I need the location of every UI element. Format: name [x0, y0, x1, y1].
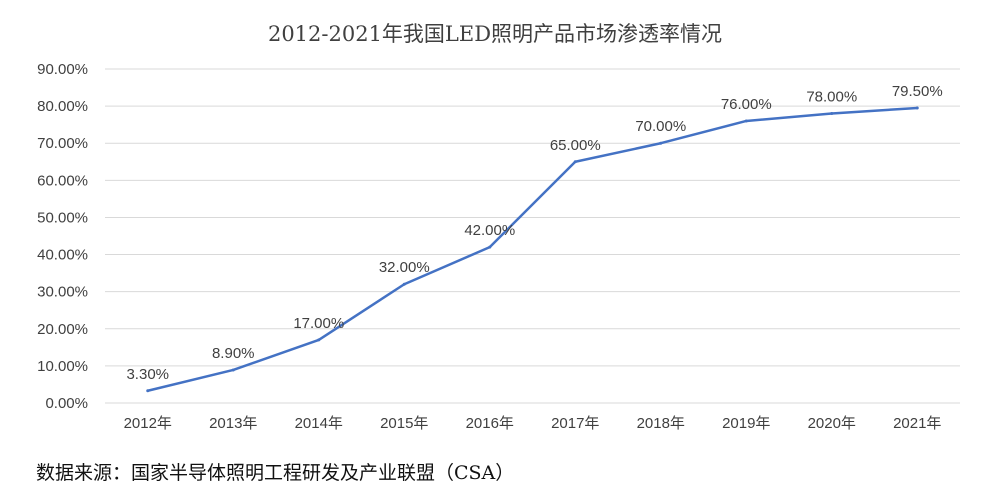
data-point [231, 368, 235, 372]
data-point [830, 112, 834, 116]
data-label: 78.00% [806, 89, 857, 106]
y-tick-label: 30.00% [37, 284, 88, 301]
x-tick-label: 2017年 [551, 415, 599, 432]
data-label: 32.00% [379, 259, 430, 276]
y-axis-tick-labels: 0.00% 10.00% 20.00% 30.00% 40.00% 50.00% 60.00… [37, 61, 88, 412]
line-chart: 2012-2021年我国LED照明产品市场渗透率情况 0.00% 10.00% 20… [37, 22, 960, 432]
data-label: 42.00% [464, 222, 515, 239]
y-tick-label: 60.00% [37, 172, 88, 189]
data-point [573, 160, 577, 164]
data-label: 8.90% [212, 345, 255, 362]
x-tick-label: 2013年 [209, 415, 257, 432]
y-tick-label: 90.00% [37, 61, 88, 78]
y-tick-label: 80.00% [37, 98, 88, 115]
x-tick-label: 2019年 [722, 415, 770, 432]
data-point [146, 389, 150, 393]
data-point [659, 141, 663, 145]
x-tick-label: 2020年 [808, 415, 856, 432]
chart-area: 2012-2021年我国LED照明产品市场渗透率情况 0.00% 10.00% 20… [37, 22, 960, 432]
data-point [744, 119, 748, 123]
data-point [488, 245, 492, 249]
data-label: 3.30% [126, 366, 169, 383]
data-label: 79.50% [892, 83, 943, 100]
y-tick-label: 70.00% [37, 135, 88, 152]
data-labels: 3.30% 8.90% 17.00% 32.00% 42.00% 65.00% 70.00%… [126, 83, 942, 383]
data-label: 76.00% [721, 96, 772, 113]
source-note: 数据来源：国家半导体照明工程研发及产业联盟（CSA） [36, 462, 515, 484]
x-tick-label: 2018年 [637, 415, 685, 432]
series-layer [146, 106, 919, 393]
x-tick-label: 2014年 [295, 415, 343, 432]
y-tick-label: 40.00% [37, 247, 88, 264]
x-tick-label: 2012年 [124, 415, 172, 432]
chart-title: 2012-2021年我国LED照明产品市场渗透率情况 [268, 22, 722, 46]
data-label: 17.00% [293, 315, 344, 332]
data-label: 65.00% [550, 137, 601, 154]
data-label: 70.00% [635, 118, 686, 135]
y-tick-label: 20.00% [37, 321, 88, 338]
x-axis-tick-labels: 2012年 2013年 2014年 2015年 2016年 2017年 2018年 2019年… [124, 415, 942, 432]
y-tick-label: 50.00% [37, 209, 88, 226]
x-tick-label: 2015年 [380, 415, 428, 432]
x-tick-label: 2021年 [893, 415, 941, 432]
data-point [317, 338, 321, 342]
y-tick-label: 0.00% [45, 395, 88, 412]
data-point [402, 282, 406, 286]
data-point [915, 106, 919, 110]
y-tick-label: 10.00% [37, 358, 88, 375]
series-line [146, 106, 919, 393]
x-tick-label: 2016年 [466, 415, 514, 432]
